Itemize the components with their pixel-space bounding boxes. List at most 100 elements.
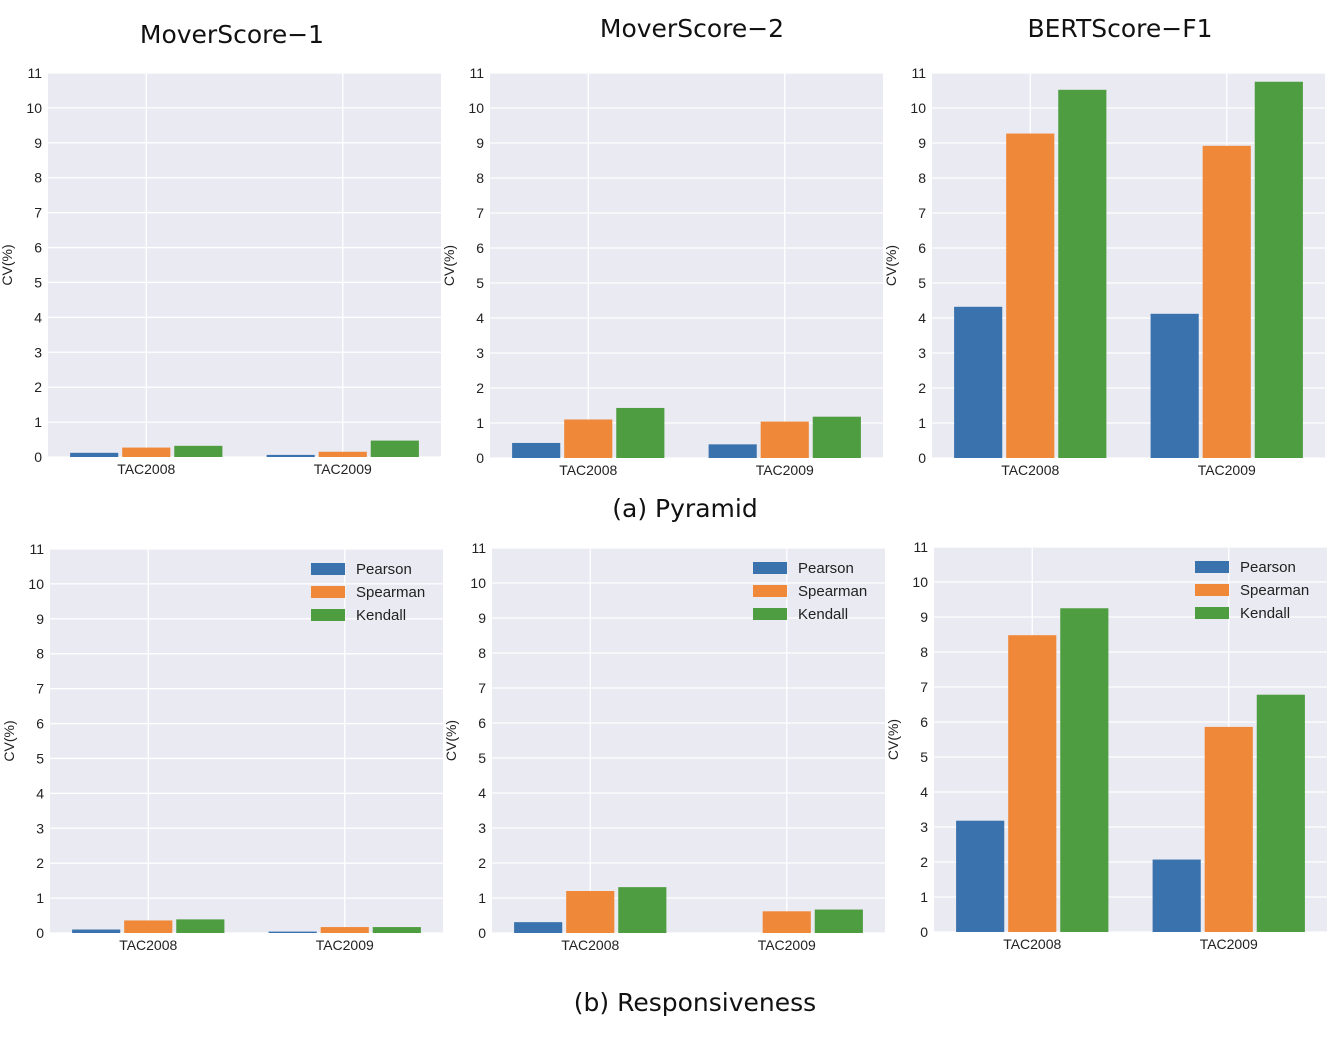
bar-spearman-tac2009	[760, 421, 809, 458]
x-tick-label: TAC2008	[119, 937, 177, 953]
caption-pyramid: (a) Pyramid	[612, 494, 758, 523]
bar-kendall-tac2008	[174, 445, 223, 457]
y-tick-label: 2	[34, 379, 42, 395]
y-tick-label: 1	[476, 415, 484, 431]
bar-kendall-tac2008	[616, 407, 665, 458]
y-tick-label: 8	[478, 645, 486, 661]
y-tick-label: 6	[36, 716, 44, 732]
x-tick-label: TAC2008	[559, 462, 617, 478]
column-title-moverscore-1: MoverScore−1	[139, 20, 325, 49]
x-tick-label: TAC2008	[1001, 462, 1059, 478]
caption-responsiveness: (b) Responsiveness	[573, 988, 817, 1017]
y-tick-label: 5	[920, 749, 928, 765]
bar-pearson-tac2008	[514, 922, 563, 933]
bar-kendall-tac2008	[1060, 608, 1109, 932]
y-tick-label: 9	[34, 135, 42, 151]
y-tick-label: 10	[912, 574, 928, 590]
y-tick-label: 8	[918, 170, 926, 186]
bar-kendall-tac2009	[1254, 81, 1303, 458]
bar-kendall-tac2008	[176, 919, 225, 933]
y-tick-label: 10	[28, 576, 44, 592]
y-tick-label: 4	[476, 310, 484, 326]
bar-pearson-tac2008	[72, 929, 121, 933]
y-tick-label: 11	[29, 541, 44, 557]
y-tick-label: 9	[918, 135, 926, 151]
y-tick-label: 8	[920, 644, 928, 660]
y-tick-label: 1	[36, 890, 44, 906]
y-tick-label: 5	[478, 750, 486, 766]
y-tick-label: 9	[36, 611, 44, 627]
y-tick-label: 4	[36, 785, 44, 801]
plot-background	[50, 549, 443, 933]
y-tick-label: 8	[36, 646, 44, 662]
y-tick-label: 7	[920, 679, 928, 695]
legend-swatch-pearson	[311, 563, 345, 575]
x-tick-label: TAC2009	[316, 937, 374, 953]
bar-pearson-tac2009	[708, 444, 757, 458]
x-tick-label: TAC2008	[117, 461, 175, 477]
legend-swatch-spearman	[311, 586, 345, 598]
y-tick-label: 1	[34, 414, 42, 430]
y-axis-label: CV(%)	[443, 720, 459, 761]
bar-pearson-tac2008	[954, 306, 1003, 458]
bar-spearman-tac2009	[762, 911, 811, 933]
y-tick-label: 7	[476, 205, 484, 221]
legend-label-spearman: Spearman	[356, 584, 425, 601]
x-tick-label: TAC2009	[758, 937, 816, 953]
y-tick-label: 10	[470, 575, 486, 591]
bar-pearson-tac2009	[266, 454, 315, 457]
y-tick-label: 0	[34, 449, 42, 465]
y-axis-label: CV(%)	[885, 719, 901, 760]
x-tick-label: TAC2009	[1200, 936, 1258, 952]
y-tick-label: 11	[911, 65, 926, 81]
y-axis-label: CV(%)	[0, 244, 15, 285]
legend-swatch-kendall	[311, 609, 345, 621]
plot-background	[48, 73, 441, 457]
bar-kendall-tac2009	[1256, 694, 1305, 932]
bar-pearson-tac2008	[70, 452, 119, 457]
y-tick-label: 6	[920, 714, 928, 730]
bar-spearman-tac2009	[320, 927, 369, 933]
y-tick-label: 5	[34, 274, 42, 290]
y-tick-label: 9	[920, 609, 928, 625]
y-tick-label: 10	[26, 100, 42, 116]
bar-pearson-tac2008	[512, 442, 561, 458]
y-tick-label: 11	[27, 65, 42, 81]
y-tick-label: 8	[34, 170, 42, 186]
y-tick-label: 4	[918, 310, 926, 326]
legend-label-spearman: Spearman	[1240, 582, 1309, 599]
legend-label-pearson: Pearson	[356, 561, 412, 578]
x-tick-label: TAC2008	[1003, 936, 1061, 952]
legend-swatch-kendall	[1195, 607, 1229, 619]
column-title-moverscore-2: MoverScore−2	[599, 14, 785, 43]
bar-kendall-tac2009	[814, 909, 863, 933]
bar-spearman-tac2008	[124, 920, 173, 933]
y-tick-label: 2	[36, 855, 44, 871]
y-axis-label: CV(%)	[883, 245, 899, 286]
legend-label-pearson: Pearson	[798, 560, 854, 577]
bar-spearman-tac2008	[564, 419, 613, 458]
y-tick-label: 11	[913, 539, 928, 555]
bar-pearson-tac2009	[1150, 313, 1199, 458]
legend-label-kendall: Kendall	[356, 607, 406, 624]
y-tick-label: 2	[478, 855, 486, 871]
y-tick-label: 1	[918, 415, 926, 431]
bar-spearman-tac2008	[566, 891, 615, 933]
y-tick-label: 4	[920, 784, 928, 800]
y-tick-label: 3	[478, 820, 486, 836]
y-tick-label: 11	[469, 65, 484, 81]
y-tick-label: 2	[918, 380, 926, 396]
y-tick-label: 3	[36, 820, 44, 836]
legend-label-pearson: Pearson	[1240, 559, 1296, 576]
y-tick-label: 6	[918, 240, 926, 256]
y-tick-label: 3	[918, 345, 926, 361]
y-tick-label: 7	[36, 681, 44, 697]
y-tick-label: 7	[34, 205, 42, 221]
bar-spearman-tac2008	[122, 447, 171, 457]
y-tick-label: 0	[36, 925, 44, 941]
y-tick-label: 6	[34, 240, 42, 256]
